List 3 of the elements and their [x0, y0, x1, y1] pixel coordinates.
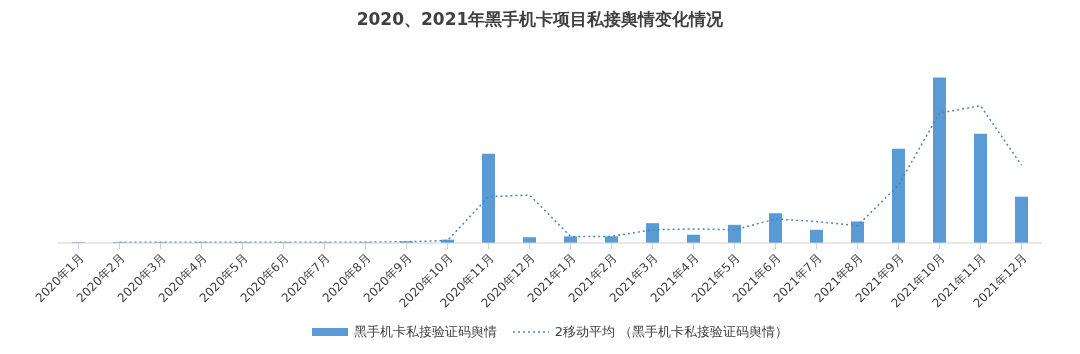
chart-title: 2020、2021年黑手机卡项目私接舆情变化情况	[355, 8, 725, 31]
legend-label: 2移动平均 （黑手机卡私接验证码舆情）	[554, 323, 789, 341]
legend-label: 黑手机卡私接验证码舆情	[353, 323, 497, 341]
